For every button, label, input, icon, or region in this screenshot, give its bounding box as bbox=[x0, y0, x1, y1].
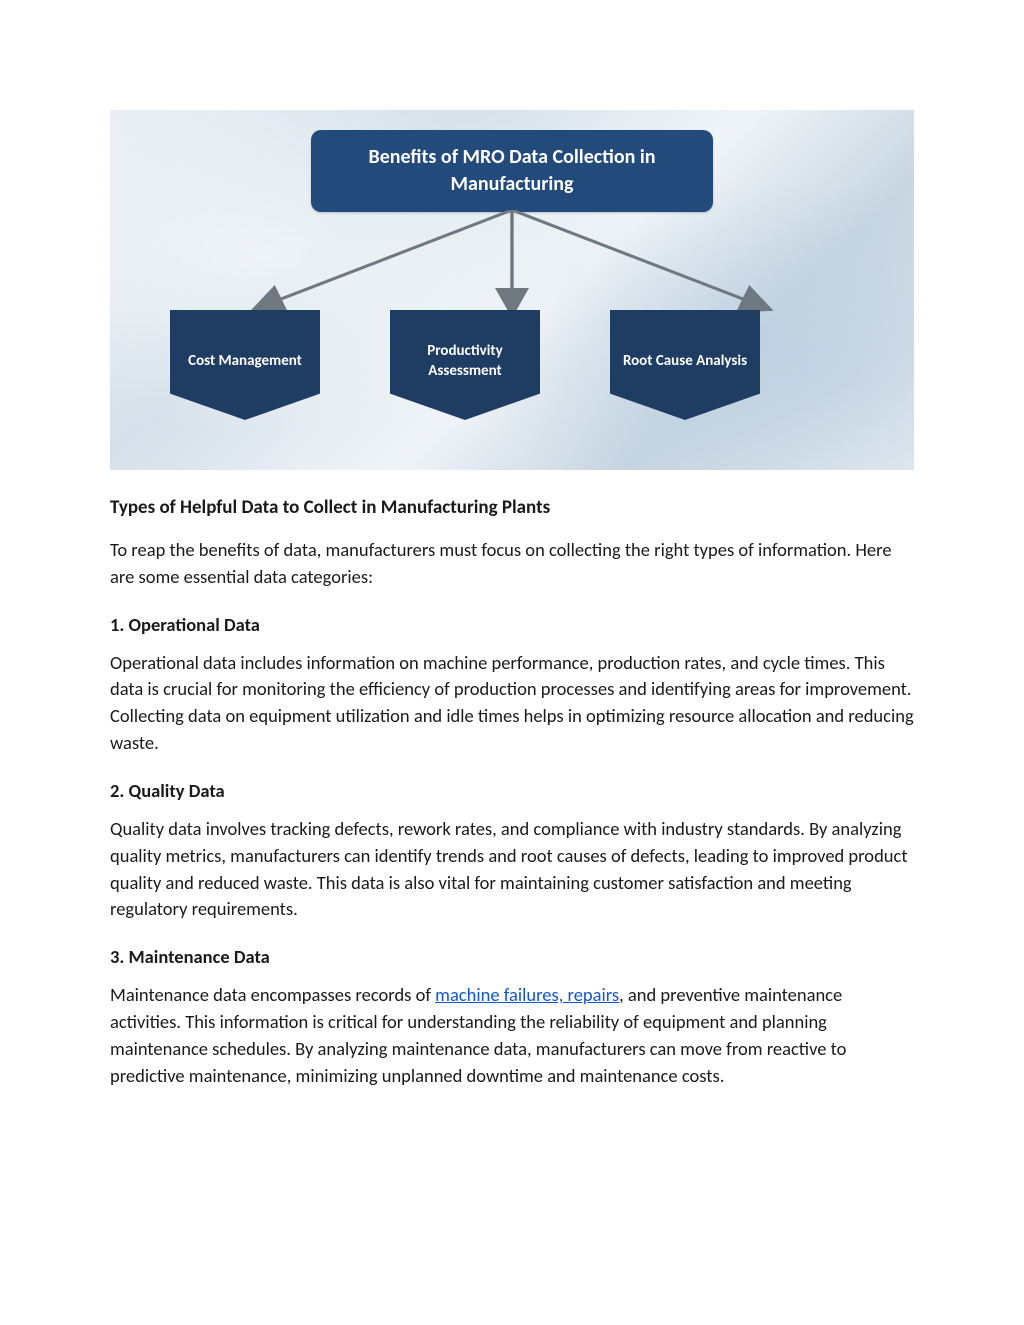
machine-failures-link[interactable]: machine failures, repairs bbox=[435, 983, 619, 1006]
maintenance-text-pre: Maintenance data encompasses records of bbox=[110, 983, 435, 1006]
paragraph-operational-data: Operational data includes information on… bbox=[110, 650, 914, 757]
diagram-child-label: Root Cause Analysis bbox=[623, 351, 747, 371]
benefits-diagram: Benefits of MRO Data Collection in Manuf… bbox=[110, 110, 914, 470]
diagram-child-root-cause-analysis: Root Cause Analysis bbox=[610, 310, 760, 420]
heading-operational-data: 1. Operational Data bbox=[110, 613, 914, 636]
diagram-child-label: Cost Management bbox=[188, 351, 302, 371]
diagram-child-cost-management: Cost Management bbox=[170, 310, 320, 420]
paragraph-quality-data: Quality data involves tracking defects, … bbox=[110, 816, 914, 923]
section-title: Types of Helpful Data to Collect in Manu… bbox=[110, 496, 914, 519]
paragraph-maintenance-data: Maintenance data encompasses records of … bbox=[110, 982, 914, 1089]
diagram-child-productivity-assessment: Productivity Assessment bbox=[390, 310, 540, 420]
diagram-arrows bbox=[110, 210, 914, 320]
intro-paragraph: To reap the benefits of data, manufactur… bbox=[110, 537, 914, 591]
diagram-child-label: Productivity Assessment bbox=[400, 341, 530, 382]
diagram-header-box: Benefits of MRO Data Collection in Manuf… bbox=[311, 130, 713, 212]
heading-quality-data: 2. Quality Data bbox=[110, 779, 914, 802]
heading-maintenance-data: 3. Maintenance Data bbox=[110, 945, 914, 968]
diagram-header-text: Benefits of MRO Data Collection in Manuf… bbox=[368, 145, 655, 196]
